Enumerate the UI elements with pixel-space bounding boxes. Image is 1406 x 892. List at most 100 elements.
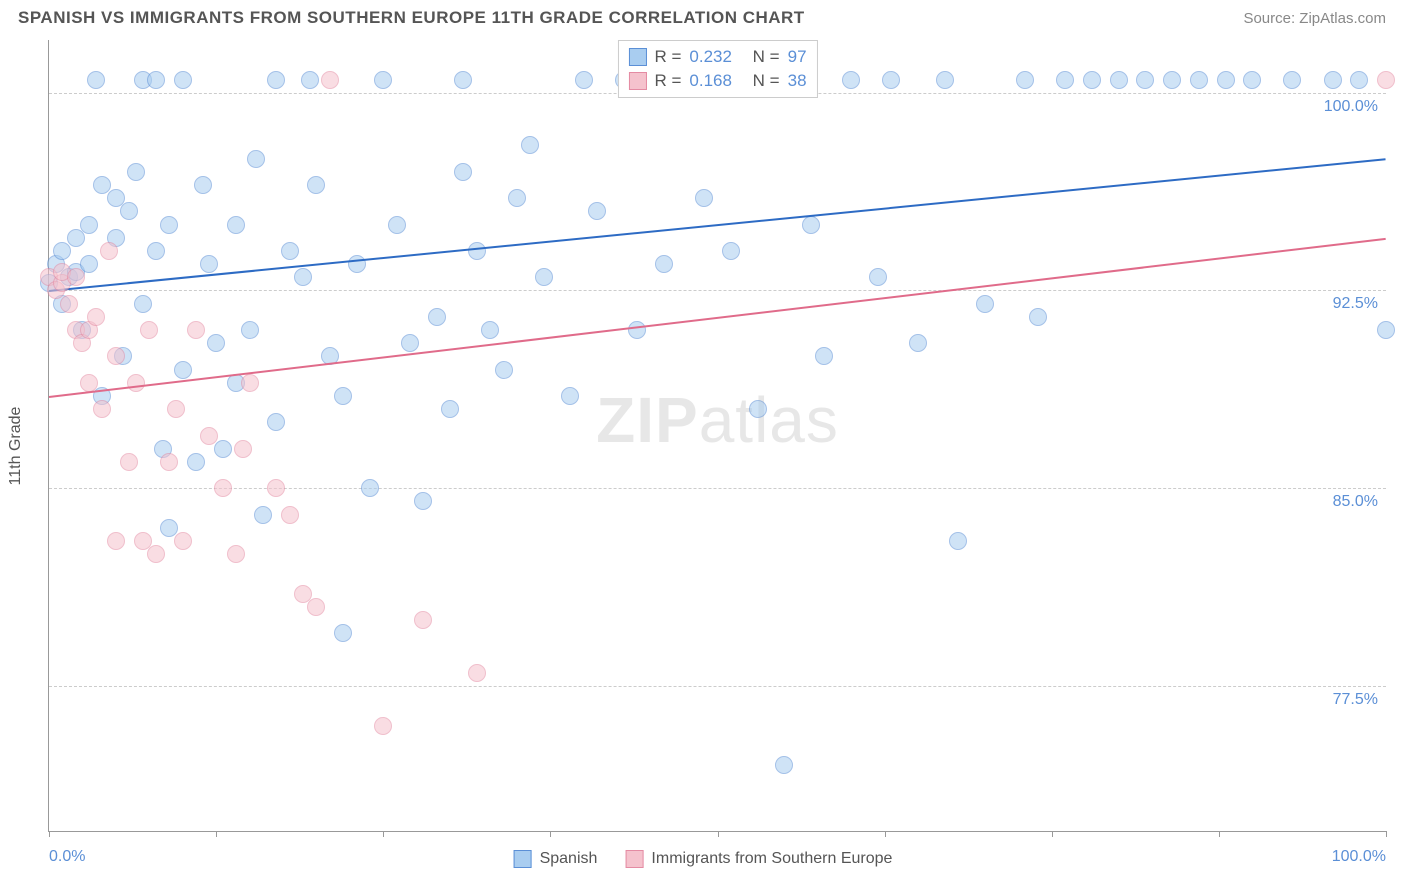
data-point xyxy=(147,71,165,89)
y-tick-label: 92.5% xyxy=(1333,295,1378,313)
data-point xyxy=(127,374,145,392)
data-point xyxy=(227,545,245,563)
data-point xyxy=(301,71,319,89)
stats-label-r: R = xyxy=(654,47,681,67)
data-point xyxy=(1377,71,1395,89)
data-point xyxy=(1136,71,1154,89)
data-point xyxy=(1163,71,1181,89)
data-point xyxy=(160,453,178,471)
y-tick-label: 85.0% xyxy=(1333,493,1378,511)
data-point xyxy=(401,334,419,352)
data-point xyxy=(187,321,205,339)
y-tick-label: 100.0% xyxy=(1324,98,1378,116)
data-point xyxy=(1243,71,1261,89)
data-point xyxy=(227,216,245,234)
data-point xyxy=(267,479,285,497)
data-point xyxy=(575,71,593,89)
data-point xyxy=(80,255,98,273)
data-point xyxy=(414,611,432,629)
trend-line xyxy=(49,159,1386,293)
data-point xyxy=(334,387,352,405)
data-point xyxy=(909,334,927,352)
legend-label-1: Spanish xyxy=(540,850,598,868)
data-point xyxy=(1016,71,1034,89)
data-point xyxy=(1056,71,1074,89)
data-point xyxy=(949,532,967,550)
data-point xyxy=(749,400,767,418)
legend: Spanish Immigrants from Southern Europe xyxy=(514,850,893,868)
data-point xyxy=(976,295,994,313)
data-point xyxy=(722,242,740,260)
data-point xyxy=(588,202,606,220)
data-point xyxy=(535,268,553,286)
data-point xyxy=(1190,71,1208,89)
data-point xyxy=(200,427,218,445)
x-min-label: 0.0% xyxy=(49,848,85,866)
gridline xyxy=(49,290,1386,291)
data-point xyxy=(348,255,366,273)
data-point xyxy=(241,321,259,339)
x-tick xyxy=(718,831,719,837)
data-point xyxy=(374,71,392,89)
watermark: ZIPatlas xyxy=(596,383,839,457)
data-point xyxy=(1283,71,1301,89)
data-point xyxy=(307,176,325,194)
legend-swatch-2 xyxy=(625,850,643,868)
scatter-chart: ZIPatlas R = 0.232 N = 97 R = 0.168 N = … xyxy=(48,40,1386,832)
data-point xyxy=(1029,308,1047,326)
legend-swatch-1 xyxy=(514,850,532,868)
x-max-label: 100.0% xyxy=(1332,848,1386,866)
data-point xyxy=(655,255,673,273)
data-point xyxy=(80,374,98,392)
data-point xyxy=(93,400,111,418)
data-point xyxy=(247,150,265,168)
data-point xyxy=(267,413,285,431)
data-point xyxy=(294,268,312,286)
data-point xyxy=(267,71,285,89)
data-point xyxy=(307,598,325,616)
data-point xyxy=(321,71,339,89)
data-point xyxy=(882,71,900,89)
data-point xyxy=(120,453,138,471)
legend-label-2: Immigrants from Southern Europe xyxy=(651,850,892,868)
data-point xyxy=(160,216,178,234)
data-point xyxy=(454,71,472,89)
data-point xyxy=(60,295,78,313)
data-point xyxy=(53,242,71,260)
stats-label-n: N = xyxy=(753,47,780,67)
stats-row-series2: R = 0.168 N = 38 xyxy=(628,69,806,93)
x-tick xyxy=(49,831,50,837)
gridline xyxy=(49,686,1386,687)
data-point xyxy=(100,242,118,260)
data-point xyxy=(174,71,192,89)
swatch-series1 xyxy=(628,48,646,66)
data-point xyxy=(428,308,446,326)
data-point xyxy=(869,268,887,286)
x-tick xyxy=(383,831,384,837)
swatch-series2 xyxy=(628,72,646,90)
data-point xyxy=(441,400,459,418)
data-point xyxy=(120,202,138,220)
data-point xyxy=(481,321,499,339)
data-point xyxy=(80,216,98,234)
data-point xyxy=(815,347,833,365)
stats-n-value-1: 97 xyxy=(788,47,807,67)
x-tick xyxy=(216,831,217,837)
data-point xyxy=(695,189,713,207)
x-tick xyxy=(550,831,551,837)
data-point xyxy=(107,532,125,550)
data-point xyxy=(468,242,486,260)
data-point xyxy=(842,71,860,89)
data-point xyxy=(775,756,793,774)
x-tick xyxy=(1219,831,1220,837)
y-axis-title: 11th Grade xyxy=(7,407,25,486)
data-point xyxy=(67,229,85,247)
data-point xyxy=(468,664,486,682)
data-point xyxy=(174,361,192,379)
x-tick xyxy=(1386,831,1387,837)
data-point xyxy=(254,506,272,524)
data-point xyxy=(802,216,820,234)
gridline xyxy=(49,488,1386,489)
data-point xyxy=(107,347,125,365)
data-point xyxy=(147,242,165,260)
